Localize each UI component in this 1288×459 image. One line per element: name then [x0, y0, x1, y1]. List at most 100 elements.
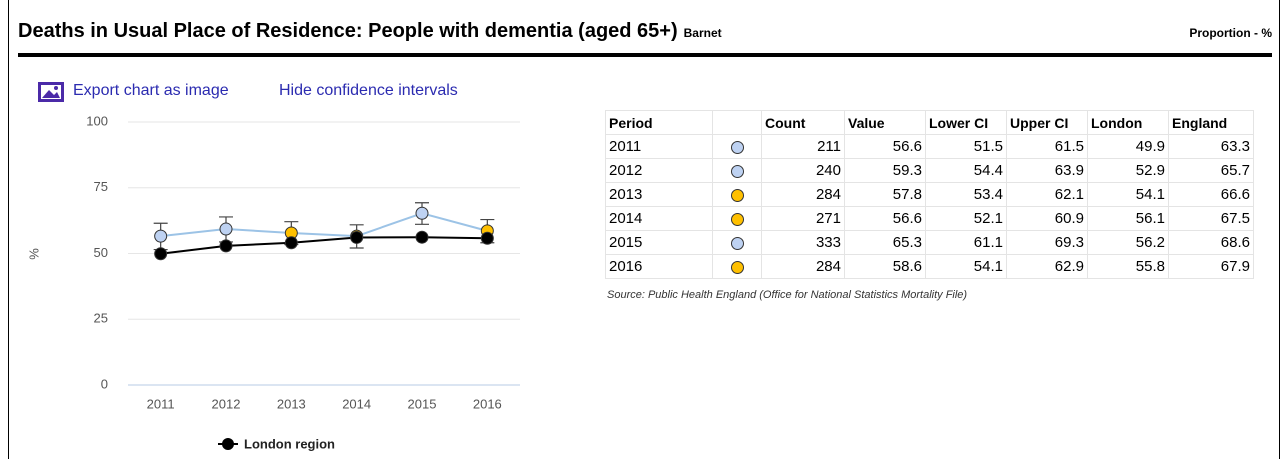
- significance-marker: [730, 212, 744, 226]
- table-cell: 2014: [605, 206, 713, 231]
- column-header: Value: [844, 110, 926, 135]
- x-tick-label: 2013: [277, 396, 306, 411]
- table-cell: 54.1: [1087, 182, 1169, 207]
- table-cell: 2013: [605, 182, 713, 207]
- header-rule: [18, 53, 1272, 57]
- export-link[interactable]: Export chart as image: [73, 82, 229, 99]
- table-row: 2014 271 56.6 52.1 60.9 56.1 67.5: [605, 206, 1254, 231]
- table-cell: 61.1: [925, 230, 1007, 255]
- table-cell: 2016: [605, 254, 713, 279]
- table-cell: 62.9: [1006, 254, 1088, 279]
- marker-cell: [712, 206, 762, 231]
- table-cell: 52.1: [925, 206, 1007, 231]
- y-tick-label: 75: [94, 179, 108, 194]
- significance-marker: [730, 236, 744, 250]
- table-row: 2016 284 58.6 54.1 62.9 55.8 67.9: [605, 254, 1254, 279]
- export-icon[interactable]: [38, 82, 64, 102]
- table-cell: 54.4: [925, 158, 1007, 183]
- table-cell: 63.9: [1006, 158, 1088, 183]
- table-cell: 67.9: [1168, 254, 1254, 279]
- y-tick-label: 25: [94, 311, 108, 326]
- table-cell: 68.6: [1168, 230, 1254, 255]
- table-cell: 65.3: [844, 230, 926, 255]
- table-cell: 63.3: [1168, 134, 1254, 159]
- x-tick-label: 2015: [408, 396, 437, 411]
- marker-cell: [712, 182, 762, 207]
- table-cell: 56.1: [1087, 206, 1169, 231]
- table-body: 2011 211 56.6 51.5 61.5 49.9 63.3 2012 240 59.3 54…: [605, 134, 1254, 279]
- data-point: [415, 206, 429, 220]
- significance-marker: [730, 140, 744, 154]
- legend-label: London region: [244, 436, 335, 451]
- data-table: Period Count Value Lower CI Upper CI London En…: [605, 110, 1254, 279]
- y-tick-label: 50: [94, 245, 108, 260]
- table-cell: 333: [761, 230, 845, 255]
- x-tick-label: 2014: [342, 396, 371, 411]
- table-cell: 284: [761, 254, 845, 279]
- panel: [8, 0, 1280, 459]
- data-point: [219, 239, 233, 253]
- marker-cell: [712, 230, 762, 255]
- table-cell: 2012: [605, 158, 713, 183]
- table-cell: 59.3: [844, 158, 926, 183]
- legend-marker: [222, 438, 234, 450]
- table-cell: 284: [761, 182, 845, 207]
- x-tick-label: 2012: [212, 396, 241, 411]
- unit-label: Proportion - %: [1189, 26, 1272, 40]
- table-cell: 56.6: [844, 134, 926, 159]
- column-header: England: [1168, 110, 1254, 135]
- table-cell: 240: [761, 158, 845, 183]
- table-cell: 62.1: [1006, 182, 1088, 207]
- table-row: 2011 211 56.6 51.5 61.5 49.9 63.3: [605, 134, 1254, 159]
- significance-marker: [730, 260, 744, 274]
- y-axis-label: %: [26, 248, 41, 260]
- table-cell: 2015: [605, 230, 713, 255]
- data-point: [350, 230, 364, 244]
- data-point: [415, 230, 429, 244]
- table-cell: 53.4: [925, 182, 1007, 207]
- marker-cell: [712, 254, 762, 279]
- table-cell: 66.6: [1168, 182, 1254, 207]
- table-cell: 57.8: [844, 182, 926, 207]
- table-cell: 271: [761, 206, 845, 231]
- x-tick-label: 2016: [473, 396, 502, 411]
- table-cell: 51.5: [925, 134, 1007, 159]
- column-header: Count: [761, 110, 845, 135]
- table-cell: 211: [761, 134, 845, 159]
- column-header: Period: [605, 110, 713, 135]
- data-point: [219, 222, 233, 236]
- table-cell: 67.5: [1168, 206, 1254, 231]
- column-header: London: [1087, 110, 1169, 135]
- data-point: [154, 247, 168, 261]
- series-line: [160, 212, 488, 238]
- table-cell: 60.9: [1006, 206, 1088, 231]
- x-tick-label: 2011: [147, 396, 175, 411]
- table-cell: 58.6: [844, 254, 926, 279]
- area-name: Barnet: [683, 26, 722, 40]
- table-cell: 52.9: [1087, 158, 1169, 183]
- marker-header: [712, 110, 762, 135]
- marker-cell: [712, 134, 762, 159]
- table-cell: 69.3: [1006, 230, 1088, 255]
- significance-marker: [730, 164, 744, 178]
- table-row: 2013 284 57.8 53.4 62.1 54.1 66.6: [605, 182, 1254, 207]
- table-cell: 49.9: [1087, 134, 1169, 159]
- y-tick-label: 0: [101, 376, 108, 391]
- column-header: Lower CI: [925, 110, 1007, 135]
- table-cell: 2011: [605, 134, 713, 159]
- table-cell: 55.8: [1087, 254, 1169, 279]
- column-header: Upper CI: [1006, 110, 1088, 135]
- data-point: [154, 229, 168, 243]
- table-header: Period Count Value Lower CI Upper CI London En…: [605, 110, 1254, 135]
- table-cell: 54.1: [925, 254, 1007, 279]
- toggle-ci-link[interactable]: Hide confidence intervals: [279, 82, 458, 99]
- marker-cell: [712, 158, 762, 183]
- significance-marker: [730, 188, 744, 202]
- data-point: [480, 231, 494, 245]
- source-note: Source: Public Health England (Office fo…: [607, 289, 968, 301]
- table-cell: 56.2: [1087, 230, 1169, 255]
- series-line: [160, 236, 488, 255]
